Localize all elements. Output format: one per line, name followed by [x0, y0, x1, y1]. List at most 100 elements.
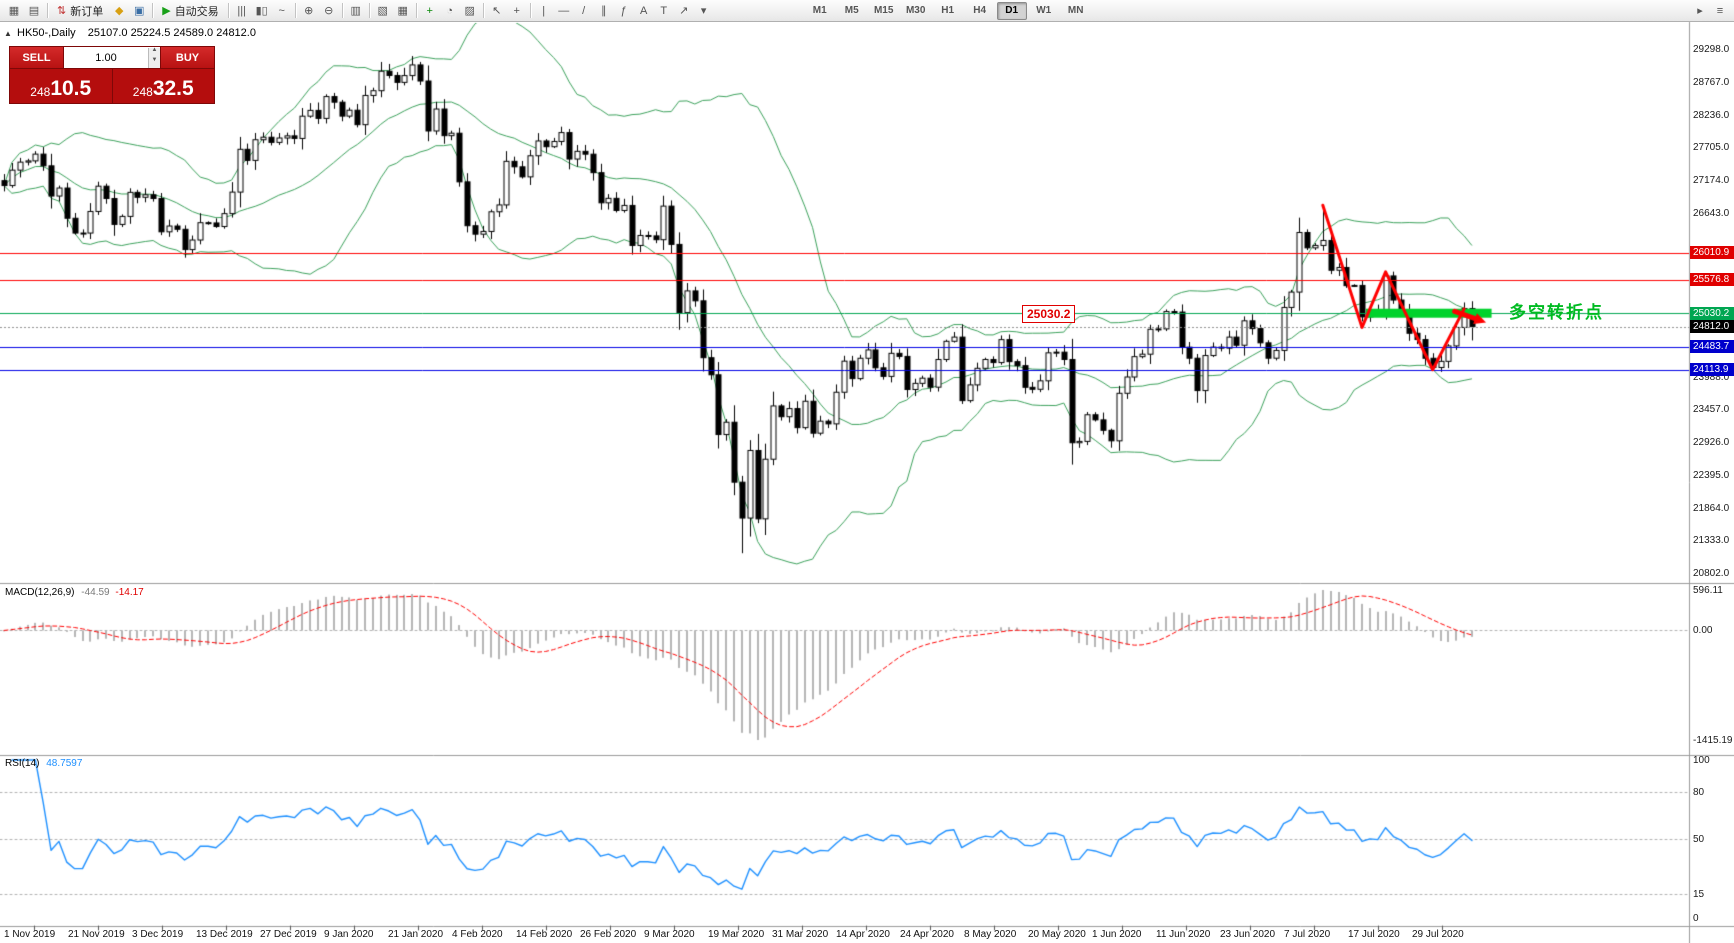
- timeframe-button-h1[interactable]: H1: [941, 4, 955, 16]
- auto-arrange-icon[interactable]: ▧: [373, 2, 393, 20]
- macd-indicator-title: MACD(12,26,9) -44.59 -14.17: [5, 587, 144, 598]
- timeframe-button-m30[interactable]: M30: [905, 4, 926, 16]
- channel-icon[interactable]: ∥: [594, 2, 614, 20]
- date-axis-label: 14 Apr 2020: [836, 929, 890, 940]
- date-axis-label: 3 Dec 2019: [132, 929, 184, 940]
- label-icon[interactable]: T: [654, 2, 674, 20]
- price-axis-label: 28236.0: [1693, 109, 1730, 121]
- date-axis-label: 20 May 2020: [1028, 929, 1086, 940]
- chart-line-icon-glyph: ~: [278, 4, 285, 17]
- chart-shift-icon[interactable]: ▸: [1697, 4, 1703, 17]
- bid-big-digits: 10.5: [50, 77, 92, 100]
- one-click-collapse-button[interactable]: ▲: [4, 29, 12, 38]
- timeframe-button-m15[interactable]: M15: [873, 4, 894, 16]
- price-axis-label: 21864.0: [1693, 502, 1730, 514]
- date-axis-label: 14 Feb 2020: [516, 929, 573, 940]
- timeframe-button-m5[interactable]: M5: [844, 4, 859, 16]
- cursor-icon[interactable]: ↖: [487, 2, 507, 20]
- rsi-value: 48.7597: [46, 758, 83, 769]
- rsi-indicator-title: RSI(14) 48.7597: [5, 758, 82, 769]
- timeframe-button-w1[interactable]: W1: [1036, 4, 1052, 16]
- fibonacci-icon-glyph: ƒ: [620, 4, 627, 17]
- vertical-line-icon-glyph: |: [542, 4, 546, 17]
- chart-bars-icon-glyph: |||: [237, 4, 246, 17]
- autotrading-button[interactable]: ▶ 自动交易: [156, 2, 224, 20]
- date-axis-label: 13 Dec 2019: [196, 929, 253, 940]
- date-axis-label: 11 Jun 2020: [1156, 929, 1211, 940]
- arrow-tools-icon[interactable]: ↗: [674, 2, 694, 20]
- price-line-label: 24113.9: [1690, 363, 1734, 377]
- timeframe-button-h4[interactable]: H4: [973, 4, 987, 16]
- new-chart-icon[interactable]: ▦: [4, 2, 24, 20]
- timeframe-button-m1[interactable]: M1: [812, 4, 827, 16]
- date-axis-label: 19 Mar 2020: [708, 929, 765, 940]
- volume-up-button[interactable]: ▲: [149, 47, 160, 58]
- vertical-line-icon[interactable]: |: [534, 2, 554, 20]
- grid-icon[interactable]: ▦: [393, 2, 413, 20]
- profiles-icon[interactable]: ▤: [24, 2, 44, 20]
- chart-title: HK50-,Daily 25107.0 25224.5 24589.0 2481…: [17, 27, 256, 39]
- indicators-icon-glyph: +: [426, 4, 433, 17]
- timeframe-button-d1[interactable]: D1: [996, 1, 1027, 20]
- sell-button[interactable]: SELL: [9, 46, 64, 69]
- chart-ohlc-values: 25107.0 25224.5 24589.0 24812.0: [87, 27, 256, 39]
- autotrading-glyph: ▶: [162, 5, 171, 17]
- toolbar-separator: [47, 3, 48, 18]
- zoom-in-icon[interactable]: ⊕: [299, 2, 319, 20]
- chart-bars-icon[interactable]: |||: [232, 2, 252, 20]
- ask-big-digits: 32.5: [152, 77, 194, 100]
- bid-price[interactable]: 248 10.5: [10, 69, 112, 103]
- date-axis-label: 24 Apr 2020: [900, 929, 954, 940]
- date-axis-label: 21 Jan 2020: [388, 929, 444, 940]
- bid-small-digits: 248: [30, 84, 51, 99]
- date-axis-label: 1 Jun 2020: [1092, 929, 1142, 940]
- macd-axis-zero-label: 0.00: [1693, 625, 1713, 637]
- toolbar-separator: [415, 3, 417, 18]
- ask-price[interactable]: 248 32.5: [113, 69, 215, 103]
- tile-windows-icon[interactable]: ▥: [346, 2, 366, 20]
- toolbar-separator: [368, 3, 370, 18]
- text-icon[interactable]: A: [634, 2, 654, 20]
- tile-windows-icon-glyph: ▥: [350, 4, 361, 17]
- toolbar-separator: [227, 3, 229, 18]
- fibonacci-icon[interactable]: ƒ: [614, 2, 634, 20]
- terminal-icon[interactable]: ▣: [129, 2, 149, 20]
- one-click-trading-panel: SELL 1.00 ▲ ▼ BUY 248 10.5 248 32.5: [9, 46, 215, 104]
- price-axis-label: 26643.0: [1693, 207, 1730, 219]
- new-order-button[interactable]: ⇅ 新订单: [51, 2, 109, 20]
- indicators-icon[interactable]: +: [420, 2, 440, 20]
- periods-icon[interactable]: ◔: [440, 2, 460, 20]
- buy-button[interactable]: BUY: [160, 46, 215, 69]
- date-axis-label: 7 Jul 2020: [1284, 929, 1331, 940]
- templates-icon[interactable]: ▨: [460, 2, 480, 20]
- new-order-button-label: 新订单: [70, 5, 104, 18]
- price-axis-label: 29298.0: [1693, 44, 1730, 55]
- toolbar-separator: [529, 3, 531, 18]
- trendline-icon[interactable]: /: [574, 2, 594, 20]
- price-callout-label[interactable]: 25030.2: [1022, 305, 1076, 323]
- crosshair-icon[interactable]: +: [507, 2, 527, 20]
- rsi-axis-label: 15: [1693, 889, 1705, 901]
- date-axis-label: 17 Jul 2020: [1348, 929, 1400, 940]
- trendline-icon-glyph: /: [582, 4, 586, 17]
- timeframe-button-mn[interactable]: MN: [1067, 4, 1084, 16]
- dropdown-icon[interactable]: ▾: [694, 2, 714, 20]
- macd-axis-min-label: -1415.19: [1693, 735, 1733, 746]
- chart-line-icon[interactable]: ~: [272, 2, 292, 20]
- menu-icon[interactable]: ≡: [1716, 4, 1724, 17]
- toolbar-separator: [294, 3, 296, 18]
- horizontal-line-icon[interactable]: —: [554, 2, 574, 20]
- chart-symbol-period: HK50-,Daily: [17, 27, 76, 39]
- chart-candles-icon[interactable]: ▮▯: [252, 2, 272, 20]
- macd-signal-value: -14.17: [115, 587, 144, 598]
- rsi-axis-label: 50: [1693, 834, 1705, 845]
- new-order-glyph: ⇅: [57, 5, 67, 17]
- metaeditor-icon[interactable]: ◆: [109, 2, 129, 20]
- date-axis-label: 9 Jan 2020: [324, 929, 374, 940]
- volume-input[interactable]: 1.00: [95, 51, 117, 64]
- zoom-out-icon[interactable]: ⊖: [319, 2, 339, 20]
- volume-down-button[interactable]: ▼: [149, 57, 160, 68]
- rsi-axis-label: 80: [1693, 786, 1705, 798]
